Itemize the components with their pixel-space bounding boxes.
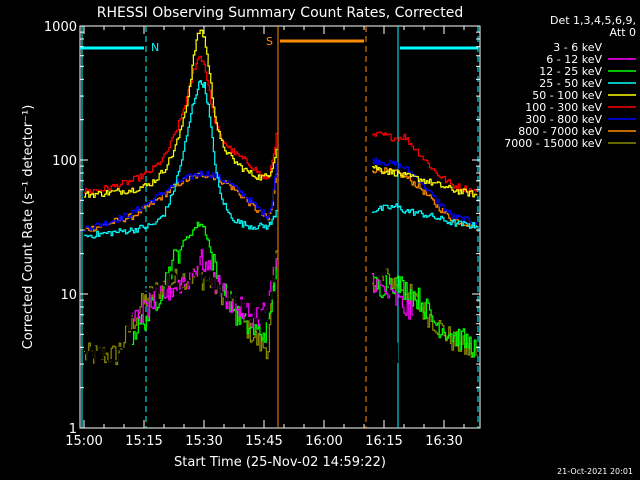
y-axis-label: Corrected Count Rate (s⁻¹ detector⁻¹)	[21, 105, 36, 350]
footer-timestamp: 21-Oct-2021 20:01	[557, 467, 633, 476]
y-tick-label: 100	[52, 154, 77, 169]
series-line-5	[84, 55, 478, 194]
legend-header-line: Att 0	[610, 26, 636, 39]
legend-entry-label: 25 - 50 keV	[539, 77, 602, 90]
x-tick-label: 15:45	[245, 434, 282, 449]
plot-frame	[79, 25, 481, 429]
legend-entry-label: 7000 - 15000 keV	[504, 137, 602, 150]
x-axis-label: Start Time (25-Nov-02 14:59:22)	[174, 455, 386, 470]
x-tick-label: 16:30	[425, 434, 462, 449]
y-tick-label: 1000	[44, 20, 77, 35]
y-tick-label: 10	[60, 288, 77, 303]
series-line-0	[84, 253, 414, 390]
legend-entry-label: 300 - 800 keV	[525, 113, 602, 126]
x-tick-label: 15:30	[185, 434, 222, 449]
x-tick-label: 16:00	[305, 434, 342, 449]
plot-area	[79, 25, 481, 429]
x-tick-label: 15:00	[65, 434, 102, 449]
x-tick-label: 16:15	[365, 434, 402, 449]
night-label: N	[151, 41, 159, 54]
legend-entry-label: 12 - 25 keV	[539, 65, 602, 78]
saa-label: S	[266, 35, 273, 48]
series-line-4	[84, 29, 478, 198]
legend-entry-label: 6 - 12 keV	[546, 53, 602, 66]
series-line-3	[84, 80, 478, 239]
series-line-2	[132, 221, 478, 358]
series-layer	[84, 29, 478, 390]
legend-entry-label: 100 - 300 keV	[525, 101, 602, 114]
legend-entry-label: 800 - 7000 keV	[518, 125, 602, 138]
legend-entry-label: 3 - 6 keV	[553, 41, 602, 54]
legend-header-line: Det 1,3,4,5,6,9,	[550, 14, 636, 27]
axis-layer: 15:00 15:15 15:30 15:45 16:00 16:15 16:30 1 10 10…	[44, 20, 480, 449]
series-line-6	[84, 157, 478, 232]
y-tick-label: 1	[69, 422, 77, 437]
legend-entry-label: 50 - 100 keV	[532, 89, 602, 102]
x-tick-label: 15:15	[125, 434, 162, 449]
chart-title: RHESSI Observing Summary Count Rates, Co…	[97, 5, 463, 21]
